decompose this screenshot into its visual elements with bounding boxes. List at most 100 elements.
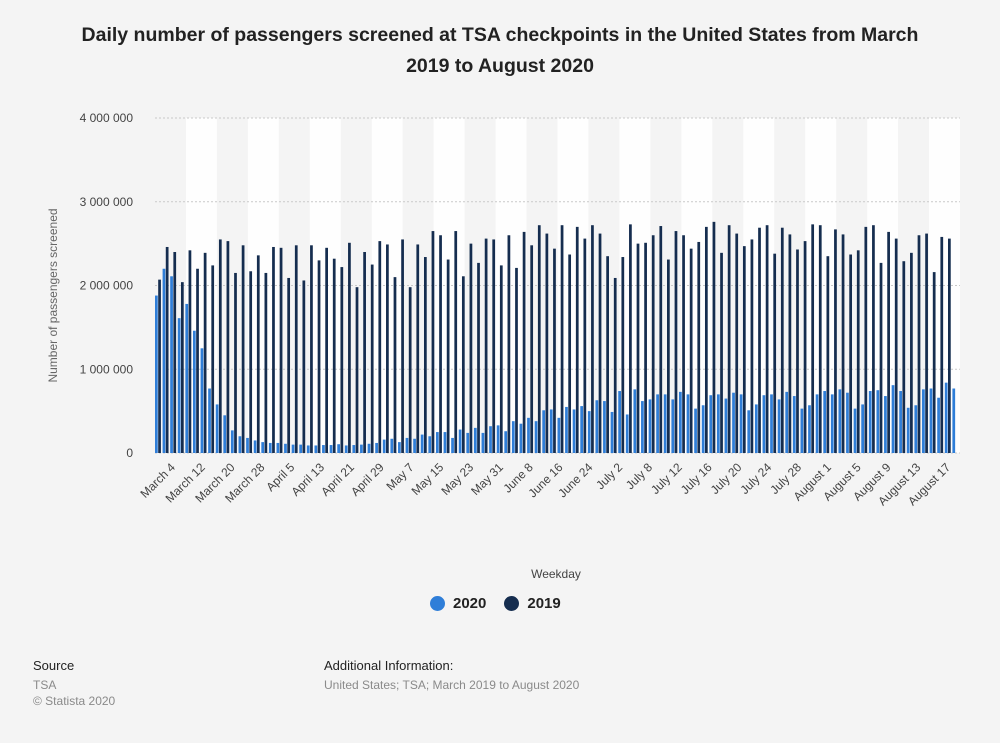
bar-2019 [704,226,708,453]
bar-2020 [208,388,211,453]
additional-info-line: United States; TSA; March 2019 to August… [324,678,580,692]
copyright-line: © Statista 2020 [33,694,116,708]
bar-2019 [932,272,936,453]
bar-2020 [177,318,181,453]
bar-2020 [792,396,796,453]
source-title: Source [33,658,75,673]
bar-2020 [694,408,697,453]
bar-2020 [701,405,705,453]
bar-2020 [299,444,303,453]
bar-2019 [408,287,412,453]
bar-2020 [192,330,196,453]
bar-2020 [382,439,386,453]
bar-2020 [899,391,902,453]
bar-2019 [811,224,815,453]
bar-2020 [352,445,356,453]
bar-2019 [803,241,807,453]
bar-2020 [663,394,667,453]
bar-2019 [522,231,526,453]
bar-2020 [329,445,333,453]
bar-2019 [796,249,799,453]
chart-title: Daily number of passengers screened at T… [81,24,919,77]
x-tick-label: May 15 [409,460,447,498]
x-tick-label: July 24 [738,460,775,497]
bar-2020 [291,444,295,453]
bar-2020 [610,411,614,453]
bar-2020 [481,432,485,453]
bar-2019 [477,262,480,453]
bar-2020 [390,438,394,453]
bar-2020 [595,400,599,453]
bar-2019 [818,225,822,453]
bar-2019 [507,235,511,453]
bar-2020 [914,405,918,453]
bar-2020 [762,395,766,453]
bar-2019 [940,236,944,453]
bar-2020 [405,437,409,453]
bar-2020 [906,407,910,453]
bar-2020 [724,398,728,453]
bar-2019 [887,231,890,453]
x-tick-label: May 31 [468,460,506,498]
bar-2020 [641,401,644,453]
bar-2019 [894,238,898,453]
bar-2020 [155,295,158,453]
bar-2019 [461,276,465,453]
legend-label-2020: 2020 [453,595,487,612]
bar-2020 [162,268,166,453]
bar-2019 [196,268,199,453]
bar-2020 [360,444,363,453]
bar-2019 [348,242,351,453]
bar-2020 [185,303,189,453]
bar-2020 [284,443,287,453]
bar-2019 [484,238,488,453]
bar-2019 [310,245,313,453]
bar-2020 [876,390,880,453]
bar-2019 [872,225,875,453]
x-axis-label: Weekday [531,567,581,581]
bar-2020 [215,404,219,453]
bar-2019 [264,272,268,453]
bar-2020 [314,445,318,453]
legend-item-2020[interactable]: 2020 [430,595,486,612]
bar-2019 [841,234,845,453]
bar-2020 [489,426,492,453]
bar-2019 [902,261,906,453]
x-tick-label: July 20 [708,460,745,497]
bar-2020 [808,405,811,453]
bar-2019 [241,245,245,453]
bar-2019 [720,252,723,453]
bar-2019 [446,259,450,453]
bar-2019 [765,225,769,453]
y-axis-label: Number of passengers screened [46,208,60,382]
bar-2020 [276,442,280,453]
bar-2020 [496,425,500,453]
bar-2019 [758,227,761,453]
bar-2020 [603,401,606,453]
bar-2020 [527,417,530,453]
bar-2020 [823,391,827,453]
bar-2020 [754,404,758,453]
bar-2020 [679,391,682,453]
bar-2019 [606,256,609,453]
bar-2019 [454,231,458,453]
bar-2019 [340,267,344,453]
bar-2020 [473,427,477,453]
bar-2020 [170,276,173,453]
legend-dot-2020 [430,596,445,611]
bar-2020 [884,396,887,453]
bar-2020 [413,438,416,453]
x-tick-label: July 16 [678,460,715,497]
bar-2020 [618,391,621,453]
legend-label-2019: 2019 [527,595,561,612]
bar-2020 [428,436,432,453]
bar-2020 [937,397,940,453]
bar-2019 [279,247,283,453]
bar-2020 [253,440,257,453]
bar-2019 [469,243,473,453]
bar-2019 [317,260,321,453]
bar-2019 [712,221,716,453]
bar-2019 [545,233,549,453]
bar-2019 [636,243,640,453]
legend-item-2019[interactable]: 2019 [504,595,561,612]
